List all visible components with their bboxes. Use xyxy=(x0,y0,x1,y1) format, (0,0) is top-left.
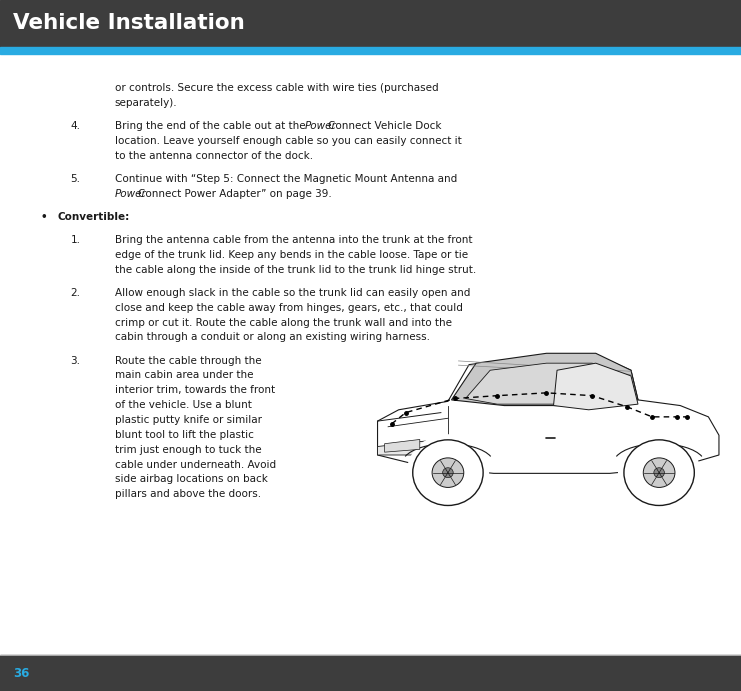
Text: cabin through a conduit or along an existing wiring harness.: cabin through a conduit or along an exis… xyxy=(115,332,430,342)
Text: Power: Power xyxy=(115,189,147,198)
Circle shape xyxy=(432,458,464,487)
Text: close and keep the cable away from hinges, gears, etc., that could: close and keep the cable away from hinge… xyxy=(115,303,462,312)
Circle shape xyxy=(619,435,700,511)
Polygon shape xyxy=(377,441,427,455)
Text: main cabin area under the: main cabin area under the xyxy=(115,370,253,380)
Text: •: • xyxy=(41,211,51,222)
Text: the cable along the inside of the trunk lid to the trunk lid hinge strut.: the cable along the inside of the trunk … xyxy=(115,265,476,274)
Text: of the vehicle. Use a blunt: of the vehicle. Use a blunt xyxy=(115,400,252,410)
Text: to the antenna connector of the dock.: to the antenna connector of the dock. xyxy=(115,151,313,160)
Text: Continue with “Step 5: Connect the Magnetic Mount Antenna and: Continue with “Step 5: Connect the Magne… xyxy=(115,173,457,184)
Text: 3.: 3. xyxy=(70,355,80,366)
Text: Bring the antenna cable from the antenna into the trunk at the front: Bring the antenna cable from the antenna… xyxy=(115,235,472,245)
Text: Route the cable through the: Route the cable through the xyxy=(115,355,262,366)
Circle shape xyxy=(442,468,453,477)
Text: location. Leave yourself enough cable so you can easily connect it: location. Leave yourself enough cable so… xyxy=(115,135,462,146)
Polygon shape xyxy=(377,354,719,473)
Circle shape xyxy=(654,468,665,477)
Bar xyxy=(0,0,741,47)
Text: side airbag locations on back: side airbag locations on back xyxy=(115,474,268,484)
Text: Connect Vehicle Dock: Connect Vehicle Dock xyxy=(328,121,442,131)
Text: 1.: 1. xyxy=(70,235,80,245)
Text: Bring the end of the cable out at the: Bring the end of the cable out at the xyxy=(115,121,309,131)
Polygon shape xyxy=(465,363,624,404)
Text: Allow enough slack in the cable so the trunk lid can easily open and: Allow enough slack in the cable so the t… xyxy=(115,287,471,298)
Text: Vehicle Installation: Vehicle Installation xyxy=(13,14,245,33)
Circle shape xyxy=(413,440,483,506)
Text: 4.: 4. xyxy=(70,121,80,131)
Bar xyxy=(0,655,741,691)
Text: pillars and above the doors.: pillars and above the doors. xyxy=(115,489,261,499)
Bar xyxy=(0,54,741,655)
Bar xyxy=(0,47,741,54)
Text: Convertible:: Convertible: xyxy=(57,211,130,222)
Text: plastic putty knife or similar: plastic putty knife or similar xyxy=(115,415,262,425)
Text: trim just enough to tuck the: trim just enough to tuck the xyxy=(115,444,262,455)
Text: 5.: 5. xyxy=(70,173,80,184)
Text: interior trim, towards the front: interior trim, towards the front xyxy=(115,385,275,395)
Polygon shape xyxy=(385,439,419,452)
Text: or controls. Secure the excess cable with wire ties (purchased: or controls. Secure the excess cable wit… xyxy=(115,83,439,93)
Text: edge of the trunk lid. Keep any bends in the cable loose. Tape or tie: edge of the trunk lid. Keep any bends in… xyxy=(115,249,468,260)
Text: Connect Power Adapter” on page 39.: Connect Power Adapter” on page 39. xyxy=(138,189,331,198)
Text: blunt tool to lift the plastic: blunt tool to lift the plastic xyxy=(115,430,253,439)
Text: 2.: 2. xyxy=(70,287,80,298)
Circle shape xyxy=(624,440,694,506)
Text: cable under underneath. Avoid: cable under underneath. Avoid xyxy=(115,460,276,469)
Circle shape xyxy=(643,458,675,487)
Text: separately).: separately). xyxy=(115,97,178,108)
Circle shape xyxy=(408,435,488,511)
Polygon shape xyxy=(554,363,638,410)
Text: Power: Power xyxy=(305,121,336,131)
Text: 36: 36 xyxy=(13,667,30,679)
Text: crimp or cut it. Route the cable along the trunk wall and into the: crimp or cut it. Route the cable along t… xyxy=(115,317,452,328)
Polygon shape xyxy=(451,353,638,406)
